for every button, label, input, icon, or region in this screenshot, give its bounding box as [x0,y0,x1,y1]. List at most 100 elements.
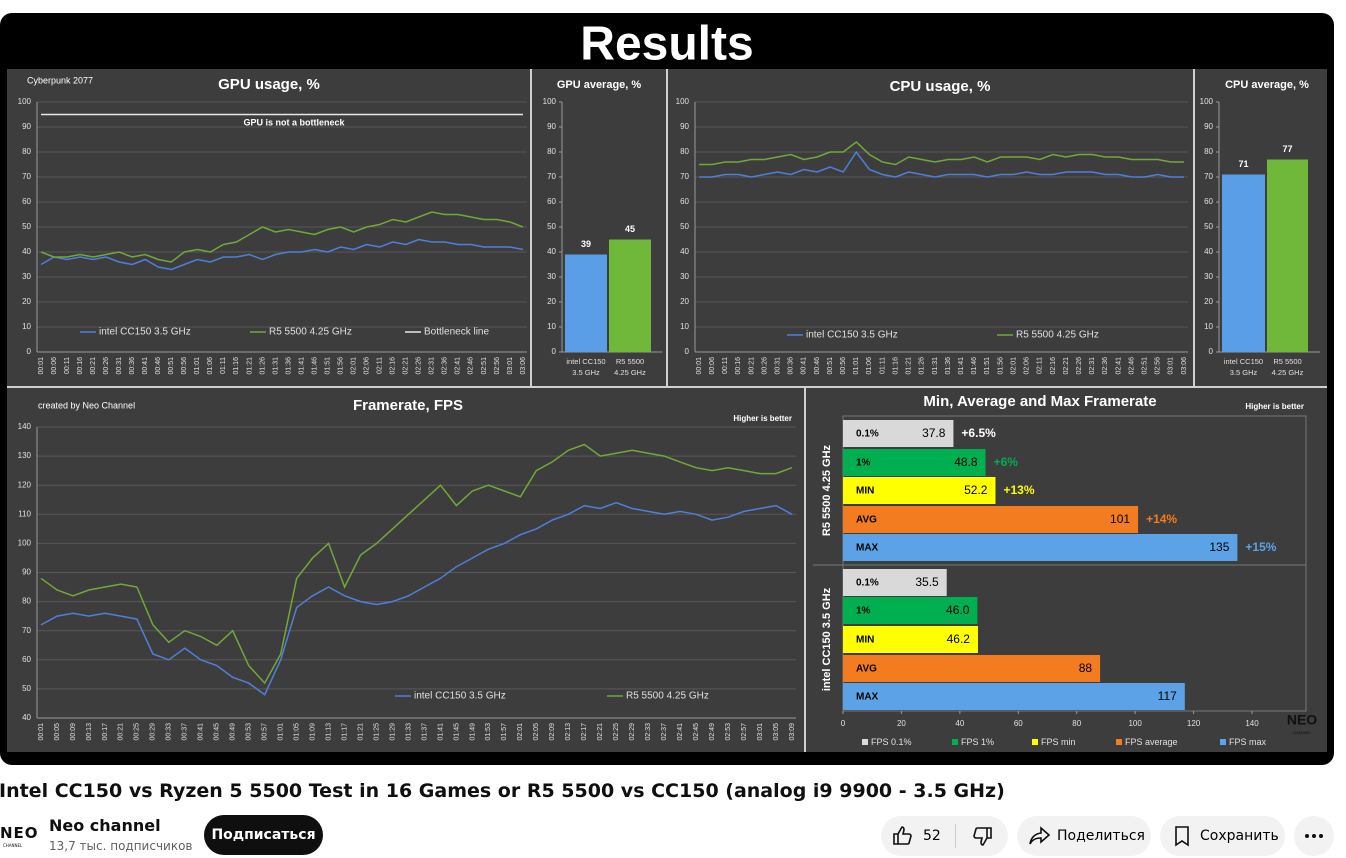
row-label: MIN [856,635,874,646]
x-tick-label: 02:21 [403,357,410,375]
change-label: +14% [1146,512,1177,526]
x-tick-label: 02:51 [481,357,488,375]
x-tick-label: 02:16 [1050,357,1057,375]
x-tick-label: 00:21 [748,357,755,375]
share-button[interactable]: Поделиться [1017,816,1151,856]
x-tick-label: 02:46 [468,357,475,375]
channel-name[interactable]: Neo channel [49,816,161,835]
x-tick-label: 01:26 [259,357,266,375]
video-title: Intel CC150 vs Ryzen 5 5500 Test in 16 G… [0,780,1005,802]
x-tick-label: 02:13 [565,723,572,741]
plot-frame [842,415,1307,712]
legend-swatch [1032,739,1038,745]
x-tick-label: 02:09 [549,723,556,741]
chart-title: Framerate, FPS [353,397,463,414]
y-tick-label: 80 [1204,147,1213,156]
divider [954,824,956,848]
x-tick-label: 00:26 [103,357,110,375]
row-label: AVG [856,664,877,675]
x-tick-label: 01:21 [246,357,253,375]
x-tick-label: 03:05 [773,723,780,741]
y-tick-label: 20 [22,297,31,306]
y-tick-label: 80 [547,147,556,156]
x-tick-label: 01:37 [421,723,428,741]
x-tick-label: 00:16 [735,357,742,375]
x-tick-label: 01:36 [285,357,292,375]
x-tick-label: 01:01 [278,723,285,741]
more-button[interactable] [1294,816,1334,856]
x-tick-label: 02:01 [517,723,524,741]
x-tick-label: R5 5500 4.25 GHz [614,357,646,377]
value-label: 37.8 [922,426,946,440]
y-tick-label: 40 [22,247,31,256]
y-tick-label: 20 [680,297,689,306]
x-tick-label: 00:13 [86,723,93,741]
x-tick-label: 02:06 [1024,357,1031,375]
value-label: 71 [1238,159,1248,169]
row-label: MAX [856,543,879,554]
legend-swatch [952,739,958,745]
chart-label: created by Neo Channel [38,400,135,410]
row-label: 0.1% [856,429,879,440]
bar [1267,159,1308,352]
y-tick-label: 10 [547,322,556,331]
row-label: MIN [856,486,874,497]
channel-logo-sub: CHANNEL [3,843,23,848]
legend-label: intel CC150 3.5 GHz [414,691,506,702]
dislike-icon[interactable] [970,824,994,848]
x-tick-label: 02:21 [597,723,604,741]
bar [843,597,978,624]
x-tick-label: 00:31 [116,357,123,375]
value-label: 135 [1209,540,1229,554]
x-tick-label: 02:26 [1076,357,1083,375]
y-tick-label: 140 [18,422,32,431]
like-count[interactable]: 52 [923,828,941,844]
x-tick-label: 02:01 [350,357,357,375]
legend-label: FPS 0.1% [871,737,912,747]
value-label: 52.2 [964,483,988,497]
subscribe-button[interactable]: Подписаться [204,815,323,855]
x-tick-label: 00:56 [181,357,188,375]
x-tick-label: 02:29 [629,723,636,741]
value-label: 46.0 [946,603,970,617]
x-tick-label: 120 [1187,719,1201,728]
x-tick-label: 00:46 [814,357,821,375]
x-tick-label: 00:57 [262,723,269,741]
y-tick-label: 60 [680,197,689,206]
chart-title: Min, Average and Max Framerate [923,393,1156,410]
legend-label: FPS 1% [961,737,994,747]
y-tick-label: 70 [22,172,31,181]
legend-swatch [1220,739,1226,745]
y-tick-label: 30 [1204,272,1213,281]
channel-logo[interactable]: NEO [0,824,39,842]
x-tick-label: 02:36 [442,357,449,375]
x-tick-label: 02:37 [661,723,668,741]
x-tick-label: 02:56 [494,357,501,375]
change-label: +13% [1003,483,1034,497]
y-tick-label: 20 [547,297,556,306]
like-icon[interactable] [891,824,915,848]
x-tick-label: 01:16 [892,357,899,375]
x-tick-label: 01:53 [485,723,492,741]
bar [843,449,986,476]
save-button[interactable]: Сохранить [1160,816,1285,856]
x-tick-label: 00:33 [166,723,173,741]
x-tick-label: 140 [1245,719,1259,728]
x-tick-label: 01:11 [879,357,886,374]
x-tick-label: 03:01 [507,357,514,375]
row-label: 1% [856,458,871,469]
y-tick-label: 30 [547,272,556,281]
y-tick-label: 0 [1209,347,1214,356]
x-tick-label: 01:29 [389,723,396,741]
y-tick-label: 40 [680,247,689,256]
x-tick-label: 02:26 [416,357,423,375]
y-tick-label: 100 [543,97,557,106]
x-tick-label: 00:41 [801,357,808,375]
change-label: +6.5% [961,426,996,440]
x-tick-label: 100 [1128,719,1142,728]
y-tick-label: 70 [680,172,689,181]
x-tick-label: 02:51 [1142,357,1149,375]
watermark-sub: CHANNEL [1292,730,1312,735]
row-label: MAX [856,692,879,703]
series-line [699,141,1184,166]
